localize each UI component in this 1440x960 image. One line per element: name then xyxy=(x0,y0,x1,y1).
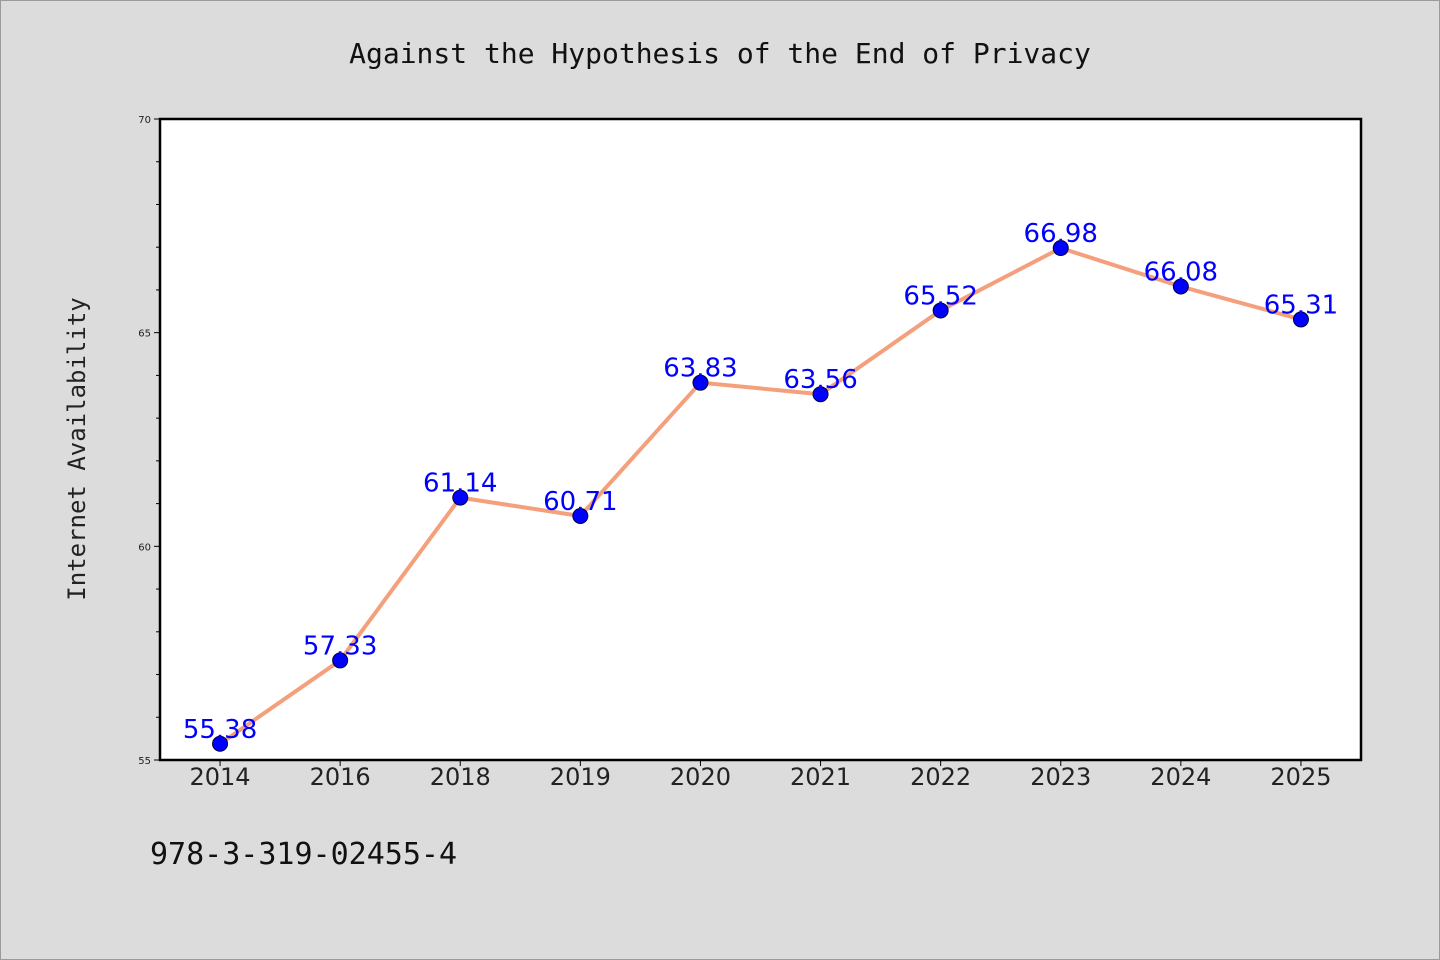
data-label: 65.31 xyxy=(1264,290,1338,320)
plot-border xyxy=(158,117,1363,762)
x-tick-label: 2024 xyxy=(1150,763,1211,791)
x-tick-label: 2016 xyxy=(310,763,371,791)
y-tick-label: 60 xyxy=(138,542,151,553)
series-line xyxy=(218,246,1303,746)
data-point xyxy=(1292,311,1309,328)
data-point xyxy=(812,386,829,403)
y-tick-label: 70 xyxy=(138,115,151,126)
data-label: 60.71 xyxy=(543,487,617,517)
data-label: 65.52 xyxy=(903,281,977,311)
x-tick-label: 2020 xyxy=(670,763,731,791)
isbn-text: 978-3-319-02455-4 xyxy=(150,837,457,872)
y-tick-label: 65 xyxy=(138,329,151,340)
data-point xyxy=(1052,240,1069,257)
x-tick-label: 2025 xyxy=(1270,763,1331,791)
x-tick-label: 2019 xyxy=(550,763,611,791)
data-point xyxy=(572,507,589,524)
data-label: 63.83 xyxy=(663,354,737,384)
x-tick-label: 2023 xyxy=(1030,763,1091,791)
chart-title: Against the Hypothesis of the End of Pri… xyxy=(349,37,1091,70)
data-point xyxy=(692,374,709,391)
data-point xyxy=(332,652,349,669)
data-label: 55.38 xyxy=(183,715,257,745)
data-point xyxy=(932,302,949,319)
x-tick-label: 2022 xyxy=(910,763,971,791)
data-label: 63.56 xyxy=(783,365,857,395)
series-layer xyxy=(212,240,1309,752)
data-point xyxy=(1172,278,1189,295)
data-label: 61.14 xyxy=(423,469,497,499)
data-point xyxy=(212,735,229,752)
y-axis-label: Internet Availability xyxy=(63,297,91,600)
x-tick-label: 2021 xyxy=(790,763,851,791)
data-label: 66.08 xyxy=(1144,258,1218,288)
data-label: 57.33 xyxy=(303,631,377,661)
x-tick-label: 2018 xyxy=(430,763,491,791)
data-labels-layer: 55.38 57.33 61.14 60.71 63.83 63.56 65.52 66.98… xyxy=(183,219,1338,745)
x-tick-label: 2014 xyxy=(190,763,251,791)
data-point xyxy=(452,489,469,506)
data-label: 66.98 xyxy=(1024,219,1098,249)
y-tick-label: 55 xyxy=(138,756,151,767)
y-axis-ticks: 55 60 65 70 xyxy=(138,115,160,767)
x-axis-ticks: 2014 2016 2018 2019 2020 2021 2022 2023 2024 2025 xyxy=(190,760,1331,791)
plot-area xyxy=(160,119,1361,760)
